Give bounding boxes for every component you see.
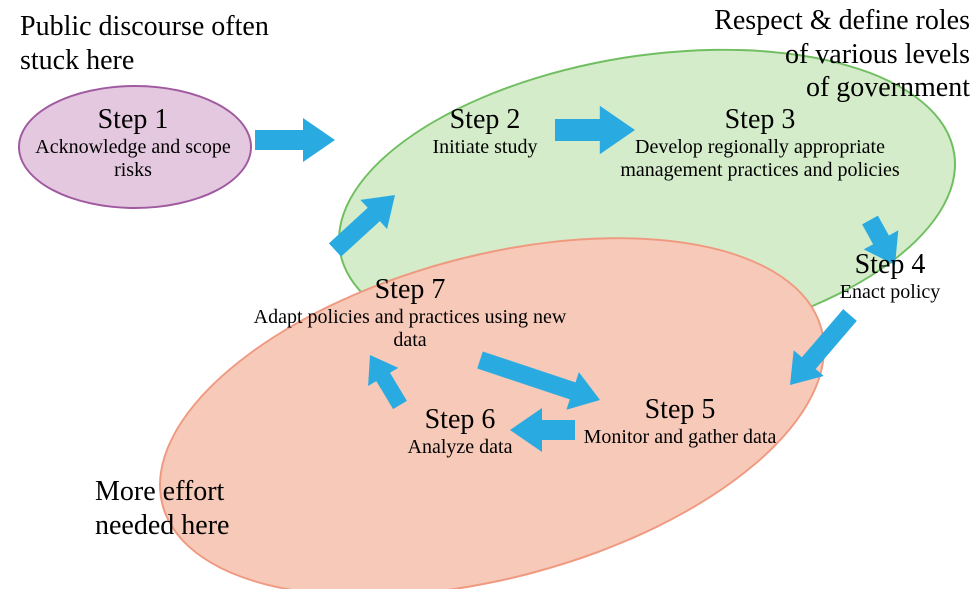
arrow-1-to-2 [255,118,335,162]
annotation-top-right-l3: of government [640,71,970,105]
step-2-desc: Initiate study [395,136,575,159]
annotation-top-right-l2: of various levels [640,38,970,72]
step-7: Step 7 Adapt policies and practices usin… [250,275,570,352]
step-7-title: Step 7 [250,275,570,306]
annotation-top-left: Public discourse often stuck here [20,10,280,77]
annotation-bottom-left: More effort needed here [95,475,295,542]
step-5-desc: Monitor and gather data [580,426,780,449]
step-1: Step 1 Acknowledge and scope risks [28,105,238,182]
diagram-stage: Step 1 Acknowledge and scope risks Step … [0,0,980,589]
step-2-title: Step 2 [395,105,575,136]
annotation-top-left-text: Public discourse often stuck here [20,11,269,76]
step-5: Step 5 Monitor and gather data [580,395,780,449]
step-3-title: Step 3 [610,105,910,136]
step-5-title: Step 5 [580,395,780,426]
step-7-desc: Adapt policies and practices using new d… [250,306,570,352]
step-6-title: Step 6 [370,405,550,436]
step-4-desc: Enact policy [810,281,970,304]
annotation-top-right: Respect & define roles of various levels… [640,4,970,105]
annotation-bottom-left-l2: needed here [95,509,295,543]
step-4: Step 4 Enact policy [810,250,970,304]
step-1-desc: Acknowledge and scope risks [28,136,238,182]
step-3-desc: Develop regionally appropriate managemen… [610,136,910,182]
step-6-desc: Analyze data [370,436,550,459]
step-2: Step 2 Initiate study [395,105,575,159]
annotation-top-right-l1: Respect & define roles [640,4,970,38]
step-6: Step 6 Analyze data [370,405,550,459]
step-1-title: Step 1 [28,105,238,136]
step-4-title: Step 4 [810,250,970,281]
step-3: Step 3 Develop regionally appropriate ma… [610,105,910,182]
annotation-bottom-left-l1: More effort [95,475,295,509]
